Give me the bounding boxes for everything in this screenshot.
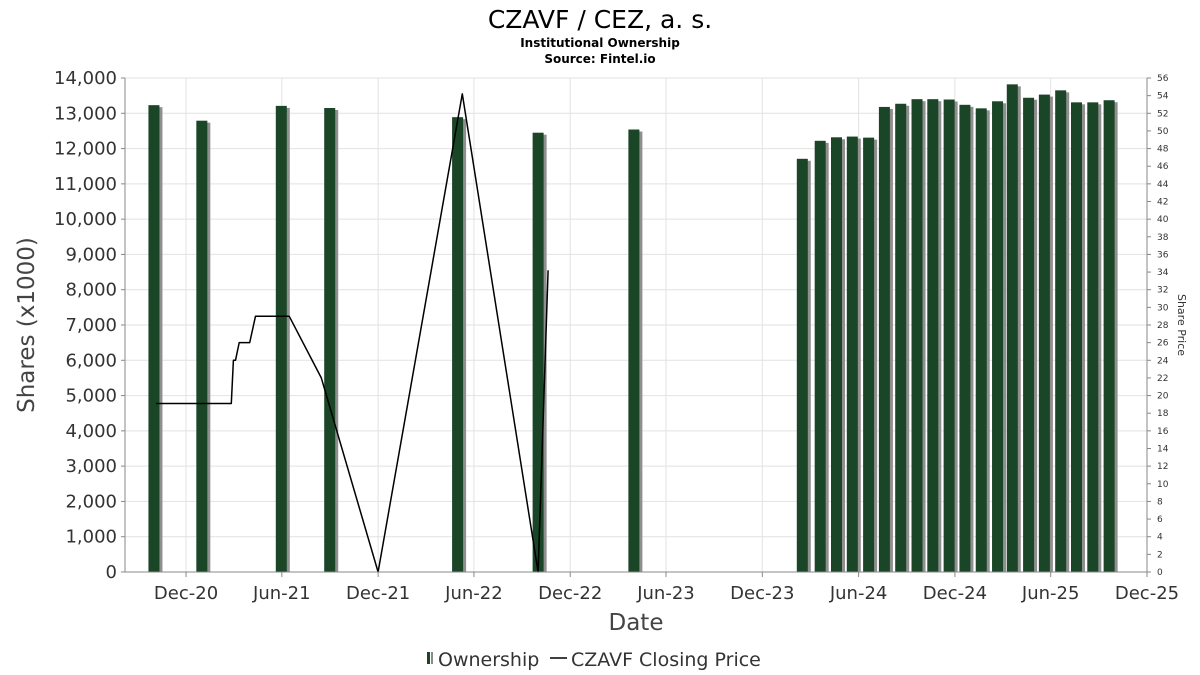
y-tick-label: 5,000 — [65, 386, 117, 407]
price-line-group — [156, 93, 549, 573]
y2-tick-label: 32 — [1157, 286, 1168, 296]
y2-tick-label: 46 — [1157, 162, 1169, 172]
ownership-bar — [196, 120, 208, 573]
legend-ownership-label: Ownership — [438, 649, 539, 671]
ownership-bar — [943, 99, 955, 572]
ownership-bar — [846, 136, 858, 572]
y-tick-label: 2,000 — [65, 491, 117, 512]
legend-ownership-swatch-shadow — [431, 652, 433, 664]
x-tick-label: Jun-23 — [636, 583, 695, 604]
ownership-bar — [1006, 84, 1018, 572]
y-tick-label: 11,000 — [54, 174, 117, 195]
ownership-bar — [959, 104, 971, 573]
chart-source: Source: Fintel.io — [544, 52, 655, 66]
y2-tick-label: 12 — [1157, 462, 1168, 472]
ownership-bar — [1038, 94, 1050, 572]
y2-tick-label: 50 — [1157, 127, 1169, 137]
ownership-bar — [628, 129, 640, 572]
y2-tick-label: 14 — [1157, 445, 1169, 455]
y-tick-label: 6,000 — [65, 350, 117, 371]
y2-tick-label: 16 — [1157, 427, 1169, 437]
y2-tick-label: 42 — [1157, 198, 1168, 208]
ownership-bar — [1023, 97, 1035, 572]
legend-ownership-swatch — [427, 652, 430, 664]
ownership-bar — [1070, 102, 1082, 573]
ownership-bar — [863, 137, 875, 572]
x-tick-label: Dec-23 — [730, 583, 794, 604]
y-tick-label: 3,000 — [65, 456, 117, 477]
x-tick-label: Jun-22 — [444, 583, 503, 604]
y2-tick-label: 40 — [1157, 215, 1169, 225]
y2-tick-label: 28 — [1157, 321, 1169, 331]
ownership-bar — [992, 101, 1004, 572]
y2-tick-label: 56 — [1157, 74, 1169, 84]
y2-axis-label: Share Price — [1175, 294, 1188, 356]
ownership-bar — [275, 105, 287, 572]
ownership-bar — [1087, 102, 1099, 573]
y-axis-label: Shares (x1000) — [14, 237, 40, 413]
axes: 0 1,000 2,000 3,000 4,000 5,000 6,000 7,000 8,00… — [54, 68, 1179, 604]
y-tick-label: 0 — [106, 562, 117, 583]
y2-tick-label: 52 — [1157, 109, 1168, 119]
legend-price-label: CZAVF Closing Price — [571, 649, 761, 671]
ownership-bar — [1055, 90, 1067, 572]
ownership-bar — [148, 105, 160, 573]
x-tick-label: Dec-22 — [538, 583, 602, 604]
x-tick-label: Jun-24 — [829, 583, 888, 604]
y2-tick-label: 2 — [1157, 550, 1163, 560]
y2-tick-label: 44 — [1157, 180, 1169, 190]
x-tick-label: Dec-24 — [923, 583, 987, 604]
ownership-bar — [452, 117, 464, 572]
x-tick-label: Dec-21 — [346, 583, 410, 604]
y-tick-label: 4,000 — [65, 421, 117, 442]
x-tick-label: Dec-20 — [154, 583, 218, 604]
ownership-bars — [148, 84, 1118, 573]
y2-tick-label: 20 — [1157, 392, 1169, 402]
x-tick-label: Dec-25 — [1115, 583, 1179, 604]
ownership-bar — [324, 107, 336, 572]
y2-tick-label: 10 — [1157, 480, 1169, 490]
x-axis-label: Date — [609, 610, 664, 636]
ownership-bar — [831, 137, 843, 572]
y-tick-label: 10,000 — [54, 209, 117, 230]
y-tick-label: 1,000 — [65, 527, 117, 548]
ownership-bar — [1103, 100, 1115, 572]
y2-tick-label: 26 — [1157, 339, 1169, 349]
y2-tick-label: 38 — [1157, 233, 1169, 243]
y2-tick-label: 48 — [1157, 145, 1169, 155]
chart-title: CZAVF / CEZ, a. s. — [488, 5, 712, 34]
y2-tick-label: 6 — [1157, 515, 1163, 525]
legend: Ownership CZAVF Closing Price — [427, 649, 761, 671]
x-tick-label: Jun-21 — [252, 583, 311, 604]
ownership-bar — [911, 99, 923, 573]
y-tick-label: 8,000 — [65, 280, 117, 301]
y-tick-label: 12,000 — [54, 139, 117, 160]
y2-tick-label: 18 — [1157, 409, 1169, 419]
ownership-bar — [975, 108, 987, 573]
ownership-bar — [878, 106, 890, 572]
ownership-bar — [796, 158, 808, 572]
y-tick-label: 14,000 — [54, 68, 117, 89]
y2-tick-label: 54 — [1157, 92, 1169, 102]
y2-tick-label: 24 — [1157, 356, 1169, 366]
y2-tick-label: 36 — [1157, 250, 1169, 260]
ownership-bar — [927, 99, 939, 573]
y2-tick-label: 0 — [1157, 568, 1163, 578]
ownership-bar — [895, 103, 907, 572]
y2-tick-label: 30 — [1157, 303, 1169, 313]
price-line — [156, 93, 549, 573]
y2-tick-label: 4 — [1157, 533, 1163, 543]
chart-subtitle: Institutional Ownership — [520, 36, 680, 50]
y-tick-label: 7,000 — [65, 315, 117, 336]
x-tick-label: Jun-25 — [1021, 583, 1080, 604]
y2-tick-label: 34 — [1157, 268, 1169, 278]
ownership-bar — [814, 140, 826, 572]
y-tick-label: 13,000 — [54, 103, 117, 124]
y2-tick-label: 8 — [1157, 497, 1163, 507]
y2-tick-label: 22 — [1157, 374, 1168, 384]
ownership-bar — [532, 132, 544, 572]
y-tick-label: 9,000 — [65, 244, 117, 265]
